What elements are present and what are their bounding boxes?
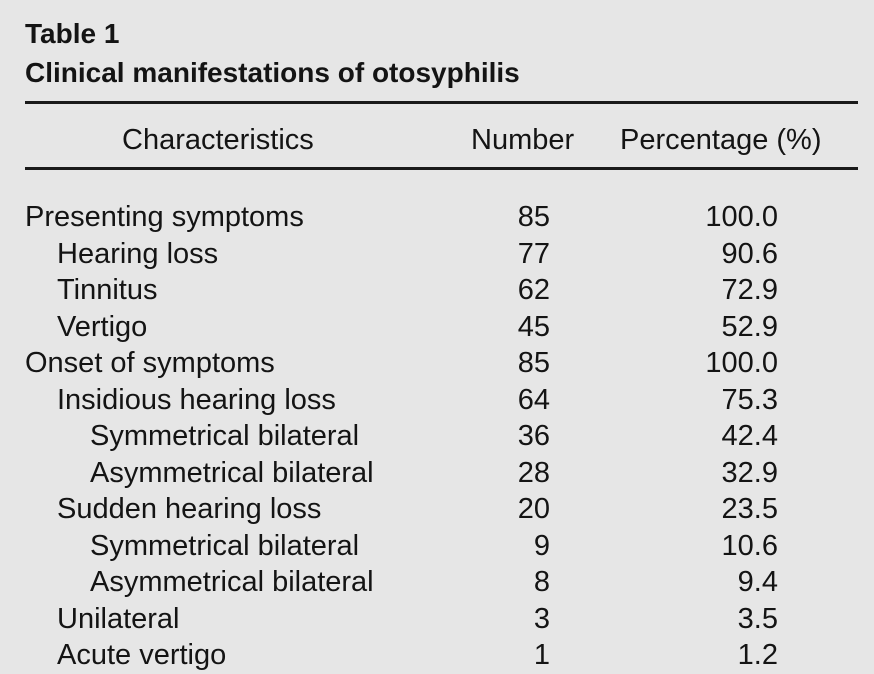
table-header-row: Characteristics Number Percentage (%) [0,120,874,160]
row-label: Presenting symptoms [25,201,304,233]
row-number: 45 [517,310,550,343]
table-row: Asymmetrical bilateral 28 32.9 [0,455,874,492]
row-percentage: 52.9 [721,310,778,343]
row-percentage: 32.9 [721,456,778,489]
row-number: 20 [517,493,550,525]
row-number: 3 [533,602,550,635]
table-row: Symmetrical bilateral 36 42.4 [0,418,874,455]
row-percentage: 72.9 [721,274,778,306]
row-label: Acute vertigo [57,639,227,671]
row-number: 85 [517,347,550,379]
row-percentage: 3.5 [737,602,778,635]
row-label: Onset of symptoms [25,347,275,379]
row-percentage: 23.5 [721,493,778,525]
table-row: Unilateral 3 3.5 [0,601,874,638]
row-number: 62 [517,274,550,306]
row-label: Insidious hearing loss [57,383,336,416]
row-number: 1 [533,639,550,671]
row-label: Sudden hearing loss [57,493,322,525]
table-title: Clinical manifestations of otosyphilis [25,57,520,88]
row-label: Tinnitus [57,274,158,306]
table-row: Onset of symptoms 85 100.0 [0,345,874,382]
row-label: Asymmetrical bilateral [90,456,374,489]
row-number: 77 [517,237,550,270]
table-row: Vertigo 45 52.9 [0,309,874,346]
row-number: 85 [517,201,550,233]
top-rule [25,101,858,104]
row-percentage: 42.4 [721,420,778,452]
table-row: Hearing loss 77 90.6 [0,236,874,273]
row-label: Hearing loss [57,237,219,270]
table-row: Sudden hearing loss 20 23.5 [0,491,874,528]
row-number: 36 [517,420,550,452]
row-label: Symmetrical bilateral [90,420,360,452]
row-label: Unilateral [57,602,180,635]
table-row: Presenting symptoms 85 100.0 [0,199,874,236]
header-rule [25,167,858,170]
row-number: 8 [533,566,550,598]
row-number: 28 [517,456,550,489]
table-body: Presenting symptoms 85 100.0 Hearing loss 77… [0,199,874,674]
row-percentage: 90.6 [721,237,778,270]
table-row: Asymmetrical bilateral 8 9.4 [0,564,874,601]
row-percentage: 100.0 [705,201,778,233]
row-label: Asymmetrical bilateral [90,566,374,598]
row-label: Vertigo [57,310,148,343]
column-header-percentage: Percentage (%) [620,124,822,156]
row-percentage: 10.6 [721,529,778,562]
row-number: 9 [533,529,550,562]
row-percentage: 9.4 [737,566,778,598]
row-percentage: 100.0 [705,347,778,379]
column-header-characteristics: Characteristics [122,124,314,156]
table-row: Symmetrical bilateral 9 10.6 [0,528,874,565]
row-percentage: 75.3 [721,383,778,416]
column-header-number: Number [471,124,575,156]
row-label: Symmetrical bilateral [90,529,360,562]
table-label: Table 1 [25,18,120,49]
row-number: 64 [517,383,550,416]
table-row: Insidious hearing loss 64 75.3 [0,382,874,419]
table-row: Acute vertigo 1 1.2 [0,637,874,674]
table-row: Tinnitus 62 72.9 [0,272,874,309]
row-percentage: 1.2 [737,639,778,671]
